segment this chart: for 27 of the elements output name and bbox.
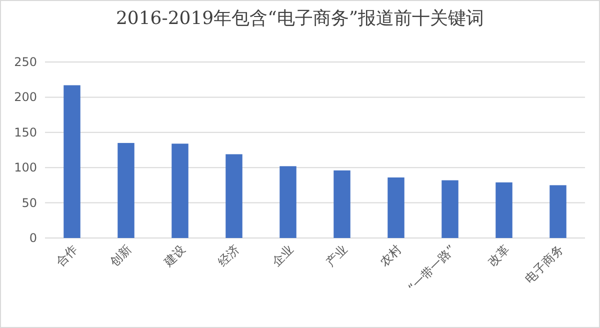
bar xyxy=(64,85,80,238)
y-tick-label: 0 xyxy=(29,231,37,245)
bar xyxy=(442,180,458,238)
x-tick-label: 电子商务 xyxy=(522,242,566,286)
bar xyxy=(172,144,188,238)
x-tick-label: “一带一路” xyxy=(405,242,458,295)
bar xyxy=(226,154,242,238)
y-tick-label: 200 xyxy=(14,90,37,104)
bar xyxy=(550,185,566,238)
chart-title: 2016-2019年包含“电子商务”报道前十关键词 xyxy=(116,8,484,29)
y-tick-label: 50 xyxy=(22,196,37,210)
y-tick-label: 150 xyxy=(14,125,37,140)
bar xyxy=(280,166,296,238)
x-tick-label: 企业 xyxy=(269,242,296,270)
bar xyxy=(118,142,134,238)
bar xyxy=(388,177,404,238)
x-tick-label: 建设 xyxy=(160,242,188,270)
x-tick-label: 经济 xyxy=(215,242,242,270)
bar xyxy=(334,170,350,238)
x-tick-label: 产业 xyxy=(323,242,350,270)
x-tick-label: 改革 xyxy=(485,242,512,270)
bar xyxy=(496,182,512,238)
x-tick-label: 农村 xyxy=(377,242,404,270)
x-tick-label: 合作 xyxy=(53,242,80,270)
y-tick-label: 250 xyxy=(14,55,37,69)
x-tick-label: 创新 xyxy=(107,242,134,270)
y-tick-label: 100 xyxy=(14,160,37,175)
